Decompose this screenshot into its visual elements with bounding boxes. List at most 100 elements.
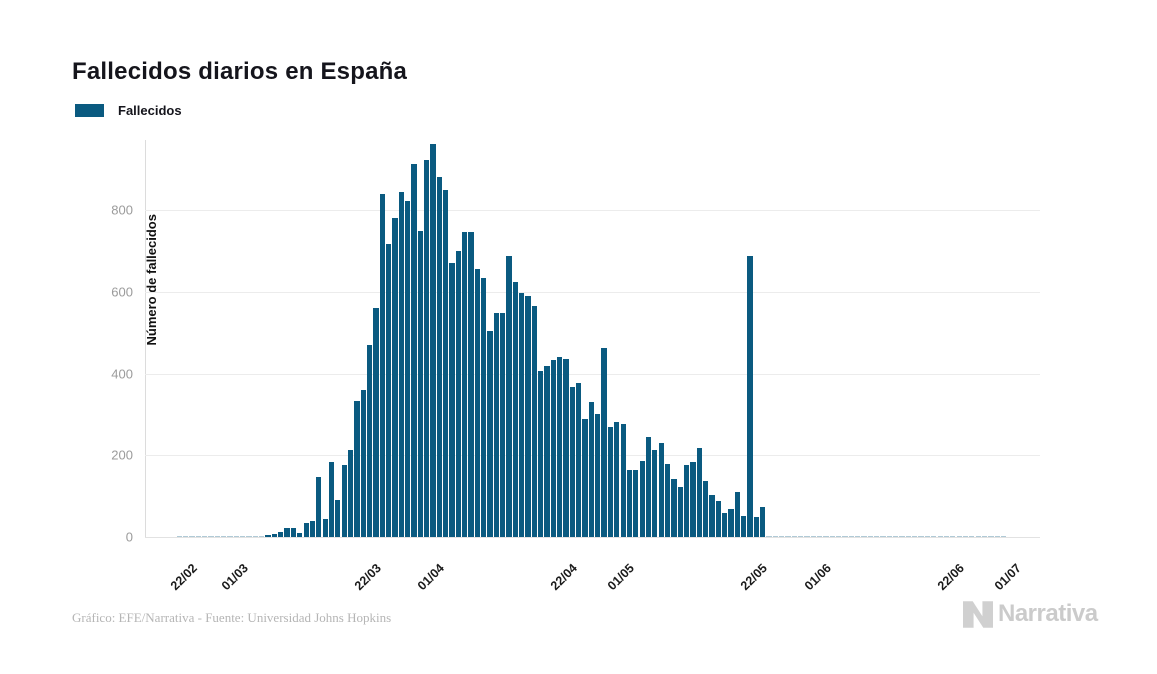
bar — [487, 331, 493, 537]
bar — [557, 356, 563, 537]
bar — [278, 532, 284, 537]
bar — [588, 401, 595, 537]
bar — [392, 218, 398, 537]
bar — [221, 536, 227, 537]
y-tick-label: 600 — [111, 284, 133, 300]
bar — [544, 366, 550, 537]
bar — [709, 494, 715, 537]
bar — [297, 533, 303, 537]
bar — [379, 194, 385, 537]
plot-area: 0 200 400 600 800 22/02 01/03 22/03 01/04 22/04 0… — [111, 140, 1040, 593]
bar — [759, 506, 766, 537]
bar — [937, 536, 943, 537]
y-tick-label: 800 — [111, 202, 133, 218]
bar — [455, 250, 461, 537]
bar — [354, 401, 360, 537]
bar — [614, 422, 620, 537]
bar — [531, 306, 538, 537]
gridline — [145, 373, 1040, 375]
bar — [189, 536, 195, 537]
bar — [728, 508, 734, 537]
bar — [810, 536, 816, 537]
gridline — [145, 291, 1040, 293]
bar — [481, 277, 487, 537]
x-tick-label: 22/02 — [167, 561, 200, 594]
bar — [423, 159, 430, 537]
legend: Fallecidos — [75, 103, 182, 118]
bar — [956, 536, 962, 537]
bar — [259, 535, 265, 537]
bar — [214, 536, 221, 537]
bar — [493, 313, 499, 537]
bar — [290, 527, 297, 537]
bar — [766, 536, 772, 537]
bar — [601, 348, 607, 537]
y-tick-label: 200 — [111, 447, 133, 463]
bar — [176, 536, 182, 537]
bar — [664, 463, 671, 537]
x-tick-label: 01/06 — [801, 561, 834, 594]
bar — [468, 231, 474, 537]
legend-label: Fallecidos — [118, 103, 182, 118]
legend-swatch — [75, 104, 104, 117]
x-tick-label: 22/04 — [548, 561, 581, 594]
x-tick-label: 22/03 — [351, 561, 384, 594]
bar — [404, 201, 411, 537]
y-tick-label: 0 — [125, 529, 133, 545]
bar — [436, 176, 442, 537]
bar — [867, 536, 874, 537]
x-tick-label: 01/04 — [415, 561, 448, 594]
bar — [924, 536, 931, 537]
bar — [626, 469, 633, 537]
x-tick-label: 22/06 — [934, 561, 967, 594]
bar — [817, 536, 823, 537]
bar — [734, 492, 740, 537]
bar — [417, 231, 423, 537]
bar — [715, 501, 721, 537]
bar — [671, 478, 677, 537]
bar — [842, 536, 848, 537]
bar — [335, 500, 341, 537]
bar — [836, 536, 842, 537]
bar — [398, 192, 404, 537]
bar — [880, 536, 886, 537]
bar — [702, 480, 709, 537]
bar — [309, 520, 316, 537]
bar — [195, 536, 202, 537]
bar — [595, 413, 601, 537]
bar — [500, 313, 506, 537]
x-tick-label: 22/05 — [738, 561, 771, 594]
bar — [962, 536, 969, 537]
bar — [252, 536, 259, 537]
bar — [519, 292, 525, 537]
x-tick-label: 01/03 — [218, 561, 251, 594]
bar — [462, 232, 468, 537]
bar — [899, 536, 905, 537]
bar — [474, 269, 480, 537]
bar — [994, 536, 1000, 537]
bar — [683, 465, 690, 537]
bar — [442, 189, 449, 537]
bar — [538, 370, 544, 537]
bar — [721, 512, 728, 537]
bar — [874, 536, 880, 537]
narrativa-n-icon — [963, 600, 993, 628]
bar — [969, 536, 975, 537]
bar — [284, 527, 290, 537]
bar — [512, 281, 519, 537]
bar — [886, 536, 893, 537]
bar — [430, 144, 436, 537]
bar — [322, 518, 328, 537]
bar — [779, 536, 785, 537]
bar — [639, 461, 645, 537]
bar — [791, 536, 797, 537]
logo-text: Narrativa — [998, 600, 1098, 627]
x-tick-label: 01/05 — [605, 561, 638, 594]
bar — [747, 255, 753, 537]
bar — [373, 308, 379, 537]
bar — [183, 536, 189, 537]
bar — [848, 536, 855, 537]
bar — [804, 536, 810, 537]
bar — [918, 536, 924, 537]
narrativa-logo: Narrativa — [963, 600, 1098, 628]
